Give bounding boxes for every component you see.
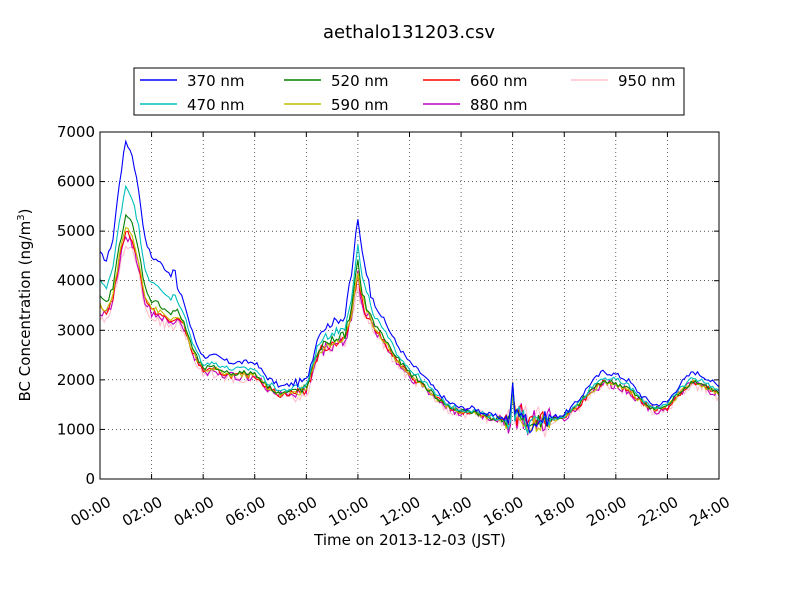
x-tick-label: 04:00 bbox=[171, 493, 217, 530]
x-tick-label: 10:00 bbox=[325, 493, 371, 530]
y-tick-label: 7000 bbox=[57, 123, 95, 141]
x-tick-label: 18:00 bbox=[532, 493, 578, 530]
x-tick-label: 14:00 bbox=[429, 493, 475, 530]
y-tick-label: 6000 bbox=[57, 173, 95, 191]
x-tick-label: 00:00 bbox=[68, 493, 114, 530]
y-tick-label: 4000 bbox=[57, 272, 95, 290]
series-layer bbox=[100, 139, 719, 438]
plot-area bbox=[100, 132, 719, 479]
legend: 370 nm 470 nm 520 nm 590 nm 660 nm 880 nm 950 … bbox=[133, 67, 685, 116]
x-tick-label: 24:00 bbox=[687, 493, 733, 530]
y-axis-label: BC Concentration (ng/m3) bbox=[16, 209, 34, 402]
legend-label: 520 nm bbox=[331, 72, 389, 90]
y-axis-label-sup: 3 bbox=[16, 214, 27, 220]
y-tick-label: 5000 bbox=[57, 222, 95, 240]
y-tick-label: 1000 bbox=[57, 420, 95, 438]
legend-label: 590 nm bbox=[331, 96, 389, 114]
series-line-470-nm bbox=[100, 184, 719, 435]
x-tick-label: 06:00 bbox=[222, 493, 268, 530]
legend-label: 660 nm bbox=[470, 72, 528, 90]
x-axis-label: Time on 2013-12-03 (JST) bbox=[313, 531, 506, 549]
legend-box bbox=[133, 67, 685, 116]
x-tick-label: 16:00 bbox=[480, 493, 526, 530]
chart-title: aethalo131203.csv bbox=[323, 22, 495, 43]
legend-label: 470 nm bbox=[187, 96, 245, 114]
x-tick-label: 02:00 bbox=[119, 493, 165, 530]
y-axis-label-close: ) bbox=[16, 209, 34, 215]
series-line-370-nm bbox=[100, 139, 719, 434]
x-tick-label: 20:00 bbox=[583, 493, 629, 530]
legend-label: 950 nm bbox=[618, 72, 676, 90]
y-tick-label: 3000 bbox=[57, 321, 95, 339]
y-tick-label: 0 bbox=[85, 470, 95, 488]
legend-label: 370 nm bbox=[187, 72, 245, 90]
y-axis-label-main: BC Concentration (ng/m bbox=[16, 221, 34, 402]
legend-label: 880 nm bbox=[470, 96, 528, 114]
series-line-520-nm bbox=[100, 213, 719, 428]
x-tick-label: 22:00 bbox=[635, 493, 681, 530]
x-tick-label: 08:00 bbox=[274, 493, 320, 530]
y-tick-label: 2000 bbox=[57, 371, 95, 389]
x-tick-label: 12:00 bbox=[377, 493, 423, 530]
